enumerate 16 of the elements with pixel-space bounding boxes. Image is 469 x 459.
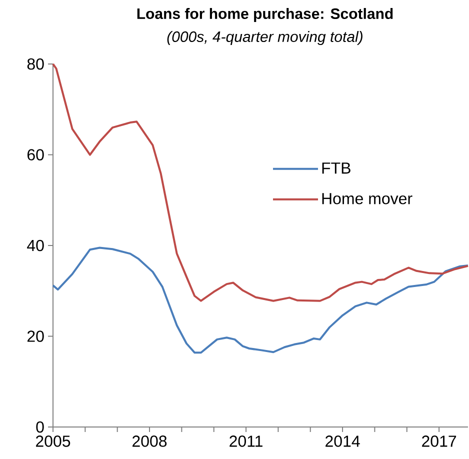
y-tick-label: 20: [27, 330, 44, 342]
y-tick-label: 80: [27, 58, 44, 70]
legend-label: FTB: [322, 162, 350, 174]
line-series: [52, 246, 469, 354]
y-tick-label: 60: [28, 149, 44, 160]
chart-subtitle: (000s, 4-quarter moving total): [167, 31, 362, 45]
y-tick-label: 0: [36, 421, 44, 433]
x-tick-label: 2011: [230, 436, 262, 447]
x-tick-label: 2017: [422, 436, 456, 447]
x-tick-label: 2008: [132, 436, 167, 447]
chart-title: Loans for home purchase: Scotland: [137, 8, 393, 22]
x-tick-label: 2014: [326, 436, 360, 447]
y-tick-label: 40: [27, 240, 44, 252]
x-tick-label: 2005: [36, 436, 70, 447]
legend-label: Home mover: [322, 193, 412, 204]
line-series: [52, 63, 469, 302]
